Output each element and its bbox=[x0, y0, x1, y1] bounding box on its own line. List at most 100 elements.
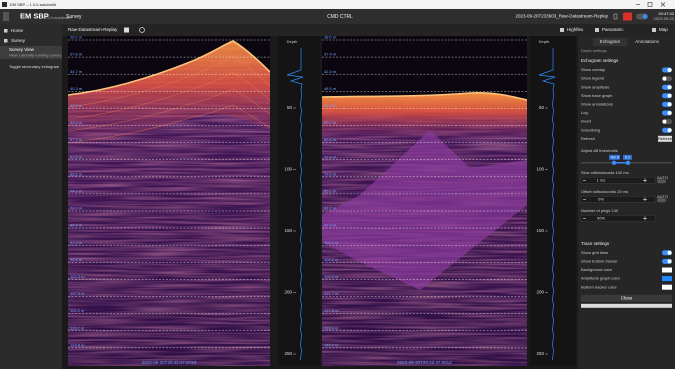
depth-label: 60.7 m bbox=[324, 120, 337, 125]
depth-label: 40.3 m bbox=[70, 86, 83, 91]
group-title: Echogram settings bbox=[581, 58, 619, 63]
toggle-knob bbox=[667, 85, 672, 90]
view-button[interactable]: Highflex bbox=[567, 27, 584, 32]
panel-footer bbox=[581, 303, 672, 308]
echogram: 26.0 m 27.6 m 34.7 m 40.3 m 45.9 m 51.6 m 57.2… bbox=[68, 36, 270, 366]
close-window[interactable] bbox=[660, 2, 666, 7]
alert-badge[interactable] bbox=[623, 12, 632, 21]
toggle-knob bbox=[662, 119, 667, 124]
depth-label: 102.3 m bbox=[70, 274, 85, 279]
sub-bottom-body bbox=[322, 130, 527, 290]
clock: 20:47:32 bbox=[658, 11, 674, 16]
header bbox=[0, 9, 675, 24]
header-toggle-knob bbox=[642, 14, 648, 19]
stop-button[interactable] bbox=[124, 27, 129, 33]
depth-label: 34.7 m bbox=[70, 69, 83, 74]
setting-label: Show bottom tracker bbox=[581, 258, 618, 263]
number-input[interactable] bbox=[580, 177, 656, 184]
settings-button[interactable] bbox=[139, 27, 145, 33]
toggle-knob bbox=[667, 102, 672, 107]
depth-tick-label: 100 bbox=[284, 167, 292, 172]
depth-label: 91.0 m bbox=[70, 240, 83, 245]
auto-toggle[interactable] bbox=[657, 179, 666, 184]
depth-label: 140.0 m bbox=[324, 342, 339, 347]
depth-label: 103.4 m bbox=[324, 240, 339, 245]
trace-graph bbox=[286, 48, 304, 361]
tab[interactable]: Annotations bbox=[635, 39, 660, 44]
timestamp: 2023-09-20T20:42:47.061Z bbox=[397, 360, 452, 365]
depth-label: 109.5 m bbox=[324, 257, 339, 262]
input-value: 0% bbox=[598, 196, 604, 201]
water-column bbox=[68, 36, 270, 95]
min-badge bbox=[609, 154, 620, 160]
setting-label: Show amplitude bbox=[581, 84, 610, 89]
group-title: Trace settings bbox=[581, 241, 610, 246]
depth-label: 121.7 m bbox=[324, 291, 339, 296]
number-input[interactable] bbox=[580, 215, 656, 222]
nav-item[interactable]: Home bbox=[11, 28, 24, 33]
depth-label: 127.8 m bbox=[324, 308, 339, 313]
color-swatch[interactable] bbox=[662, 267, 672, 273]
auto-toggle[interactable] bbox=[657, 198, 666, 203]
plus-button[interactable] bbox=[643, 197, 647, 202]
setting-label: Number of pings 140 bbox=[581, 208, 619, 213]
setting-label: Adjust dB thresholds bbox=[581, 148, 618, 153]
title-bar bbox=[0, 0, 675, 9]
sub-bottom-layer bbox=[68, 88, 270, 132]
depth-label: 119.2 m bbox=[70, 325, 85, 330]
view-button[interactable]: Map bbox=[659, 27, 668, 32]
refresh-button-label: Refresh bbox=[658, 136, 672, 141]
file-icon[interactable] bbox=[613, 13, 618, 20]
plus-button[interactable] bbox=[643, 216, 647, 221]
setting-label: Show grid lines bbox=[581, 250, 608, 255]
tab[interactable]: Echogram bbox=[600, 39, 621, 44]
input-value: 90% bbox=[597, 215, 605, 220]
maximize[interactable] bbox=[647, 2, 653, 7]
view-button[interactable]: Panoramic bbox=[602, 27, 624, 32]
sub-bottom-layer bbox=[68, 72, 270, 120]
setting-label: Bottom tracker color bbox=[581, 284, 617, 289]
depth-tick-label: 250 bbox=[536, 351, 544, 356]
toggle-knob bbox=[667, 250, 672, 255]
toggle-knob bbox=[667, 111, 672, 115]
toggle-knob bbox=[667, 259, 672, 264]
nav-icon bbox=[4, 39, 8, 43]
depth-label: 107.9 m bbox=[70, 291, 85, 296]
toggle-knob bbox=[662, 76, 667, 81]
depth-label: 96.6 m bbox=[70, 257, 83, 262]
active-item[interactable] bbox=[0, 46, 62, 59]
depth-label: 85.1 m bbox=[324, 188, 337, 193]
cmd-ctrl[interactable]: CMD CTRL bbox=[327, 14, 353, 20]
nav-item[interactable]: Survey bbox=[11, 38, 26, 43]
depth-tick-label: 200 bbox=[536, 290, 544, 295]
depth-label: 51.6 m bbox=[70, 120, 83, 125]
depth-label: 97.3 m bbox=[324, 223, 337, 228]
color-swatch[interactable] bbox=[662, 284, 672, 290]
depth-label: 68.5 m bbox=[70, 171, 83, 176]
view-icon bbox=[560, 28, 564, 32]
number-input[interactable] bbox=[580, 196, 656, 203]
timestamp: 2023-09-20T20:42:47.872Z bbox=[142, 360, 197, 365]
slider-handle[interactable] bbox=[611, 160, 617, 165]
trace-graph bbox=[538, 48, 556, 361]
depth-tick-label: 150 bbox=[536, 228, 544, 233]
depth-label: 37.4 m bbox=[324, 52, 337, 57]
toggle-secondary[interactable]: Toggle secondary echogram bbox=[9, 64, 60, 69]
nav-icon bbox=[4, 29, 8, 33]
depth-tick-label: 50 bbox=[287, 105, 293, 110]
depth-label: 45.9 m bbox=[70, 103, 83, 108]
slider-handle[interactable] bbox=[625, 160, 631, 165]
auto-label: AUTO bbox=[657, 175, 668, 180]
depth-column bbox=[278, 36, 320, 366]
refresh-button[interactable] bbox=[658, 135, 672, 142]
depth-tick-label: 50 bbox=[539, 105, 545, 110]
threshold-max: 5.2 bbox=[625, 154, 631, 159]
setting-label: Show overlay bbox=[581, 67, 605, 72]
color-swatch[interactable] bbox=[662, 276, 672, 282]
depth-label: 62.8 m bbox=[70, 154, 83, 159]
close-button[interactable] bbox=[581, 294, 672, 302]
depth-tick-label: 100 bbox=[536, 167, 544, 172]
max-badge bbox=[623, 154, 632, 160]
plus-button[interactable] bbox=[643, 178, 647, 183]
